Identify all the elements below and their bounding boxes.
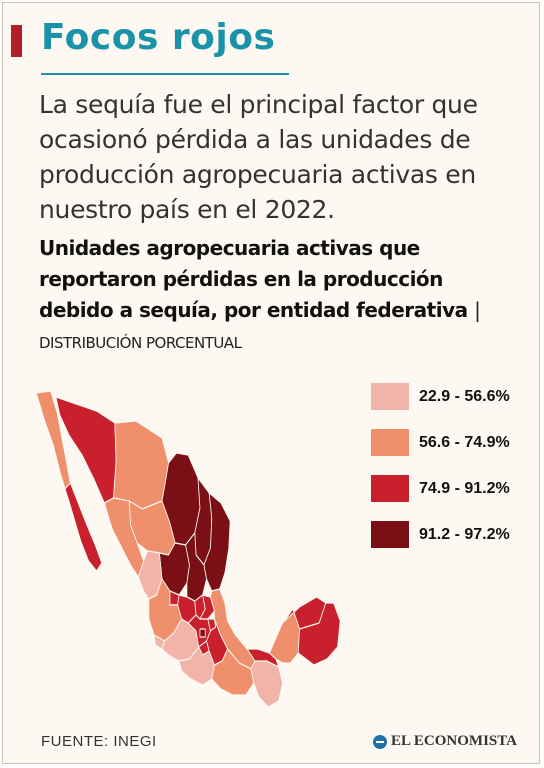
page-subtitle: La sequía fue el principal factor que oc… xyxy=(39,90,478,224)
chart-title: Unidades agropecuaria activas que report… xyxy=(39,233,509,359)
legend-item: 74.9 - 91.2% xyxy=(371,475,510,502)
legend-swatch xyxy=(371,521,409,548)
brand-logo-icon xyxy=(373,734,387,749)
legend-item: 91.2 - 97.2% xyxy=(371,521,510,548)
chart-title-text: Unidades agropecuaria activas que report… xyxy=(39,236,468,322)
legend-label: 91.2 - 97.2% xyxy=(419,525,510,543)
legend-item: 22.9 - 56.6% xyxy=(371,383,510,410)
legend-label: 74.9 - 91.2% xyxy=(419,479,510,497)
mexico-choropleth-map xyxy=(35,390,341,708)
source-note: FUENTE: INEGI xyxy=(41,733,157,750)
brand-name: EL ECONOMISTA xyxy=(391,733,517,749)
chart-title-separator: | xyxy=(474,298,481,322)
legend-swatch xyxy=(371,383,409,410)
state-quintana-roo xyxy=(297,602,341,666)
state-chihuahua xyxy=(113,420,169,510)
legend-swatch xyxy=(371,429,409,456)
legend-label: 22.9 - 56.6% xyxy=(419,387,510,405)
page-title: Focos rojos xyxy=(41,17,276,58)
title-underline xyxy=(41,73,289,75)
legend-item: 56.6 - 74.9% xyxy=(371,429,510,456)
state-chiapas xyxy=(250,660,283,708)
state-baja-california-sur xyxy=(64,482,103,572)
legend-swatch xyxy=(371,475,409,502)
brand: EL ECONOMISTA xyxy=(373,733,517,750)
title-accent-bar xyxy=(11,25,22,57)
state-campeche xyxy=(269,608,300,664)
state-ciudad-de-mexico xyxy=(199,628,206,638)
chart-subtitle: DISTRIBUCIÓN PORCENTUAL xyxy=(39,334,242,352)
legend-label: 56.6 - 74.9% xyxy=(419,433,510,451)
map-legend: 22.9 - 56.6% 56.6 - 74.9% 74.9 - 91.2% 9… xyxy=(371,383,510,567)
